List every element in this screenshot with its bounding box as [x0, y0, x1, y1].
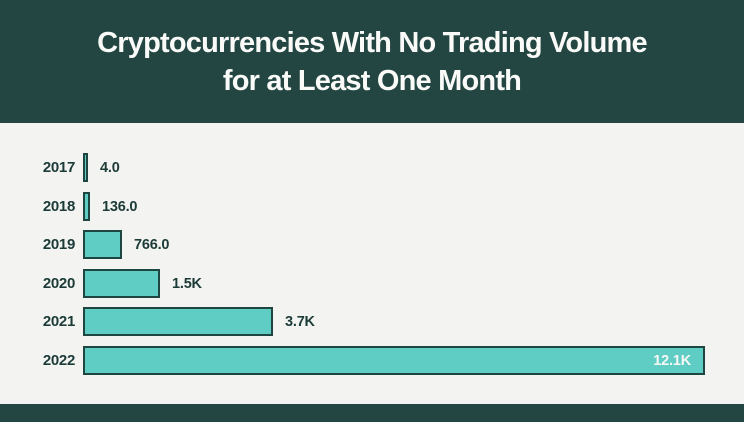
bar-2021: [83, 307, 273, 336]
bar-chart: 2017 4.0 2018 136.0 2019 766.0 2020 1.5K 2021 3.7…: [0, 123, 744, 404]
year-label: 2018: [42, 198, 75, 215]
value-label: 766.0: [134, 236, 170, 253]
footer-band: [0, 404, 744, 422]
bar-2022: [83, 346, 705, 375]
bar-2019: [83, 230, 122, 259]
bar-row: 2019 766.0: [0, 230, 744, 259]
bar-2018: [83, 192, 90, 221]
bar-2020: [83, 269, 160, 298]
bar-2017: [83, 153, 88, 182]
value-label: 1.5K: [172, 275, 202, 292]
chart-title-line-1: Cryptocurrencies With No Trading Volume: [97, 26, 648, 59]
year-label: 2017: [42, 159, 75, 176]
chart-header: Cryptocurrencies With No Trading Volume …: [0, 0, 744, 123]
year-label: 2020: [42, 275, 75, 292]
bar-row: 2020 1.5K: [0, 269, 744, 298]
value-label: 136.0: [102, 198, 138, 215]
value-label: 12.1K: [653, 352, 691, 369]
bar-row: 2022 12.1K: [0, 346, 744, 375]
year-label: 2022: [42, 352, 75, 369]
value-label: 3.7K: [285, 313, 315, 330]
bar-row: 2021 3.7K: [0, 307, 744, 336]
chart-title-line-2: for at Least One Month: [222, 64, 522, 97]
bar-row: 2018 136.0: [0, 192, 744, 221]
year-label: 2019: [42, 236, 75, 253]
bar-row: 2017 4.0: [0, 153, 744, 182]
year-label: 2021: [42, 313, 75, 330]
value-label: 4.0: [100, 159, 120, 176]
